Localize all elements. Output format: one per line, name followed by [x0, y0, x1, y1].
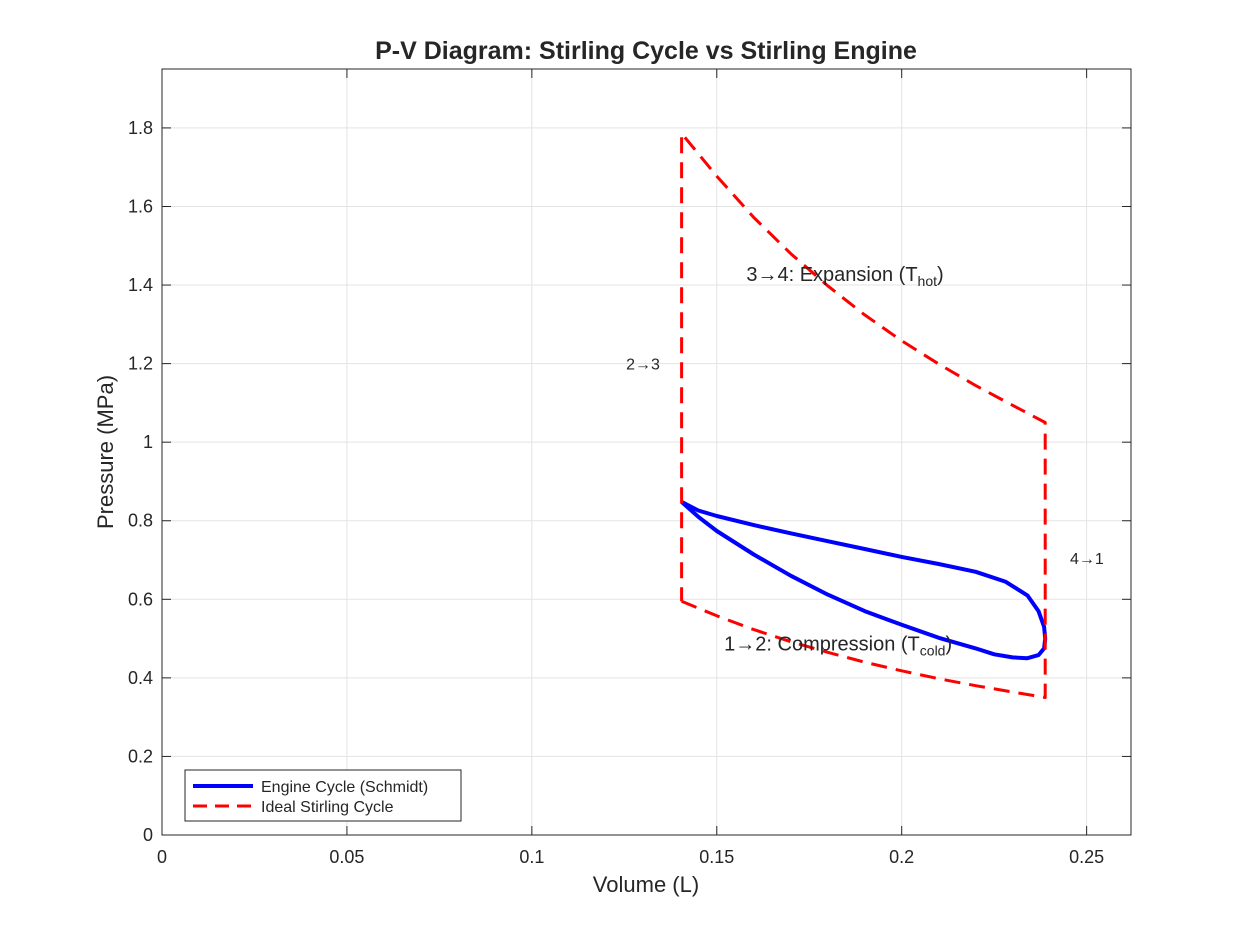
legend: Engine Cycle (Schmidt) Ideal Stirling Cy… [184, 769, 462, 822]
annotation-layer: 3→4: Expansion (Thot)1→2: Compression (T… [626, 264, 1104, 658]
y-tick-label: 0.8 [128, 511, 153, 531]
annotation-text: 2→3 [626, 357, 660, 374]
grid-lines [161, 69, 1131, 836]
annotation-text: 1→2: Compression (T [724, 633, 920, 655]
x-tick-label: 0.2 [889, 847, 914, 867]
y-tick-label: 1.4 [128, 275, 153, 295]
y-tick-label: 0.2 [128, 746, 153, 766]
annotation-text: 4→1 [1070, 551, 1104, 568]
annotation-tail: ) [945, 633, 952, 655]
y-tick-label: 1.2 [128, 354, 153, 374]
annotation-label: 2→3 [626, 357, 660, 374]
axis-ticks: 0 0.05 0.1 0.15 0.2 0.25 0 0.2 0.4 0.6 0.8 1 1.2 1.4 1… [128, 69, 1131, 867]
y-tick-label: 0 [143, 825, 153, 845]
plot-frame [161, 68, 1132, 836]
annotation-label: 3→4: Expansion (Thot) [746, 264, 943, 289]
annotation-subscript: cold [920, 642, 946, 658]
legend-box [184, 769, 462, 822]
annotation-text: 3→4: Expansion (T [746, 264, 917, 286]
x-tick-label: 0.25 [1069, 847, 1104, 867]
legend-label-engine-cycle: Engine Cycle (Schmidt) [261, 779, 428, 796]
y-axis-label: Pressure (MPa) [93, 375, 118, 529]
annotation-label: 4→1 [1070, 551, 1104, 568]
y-tick-label: 0.4 [128, 668, 153, 688]
x-tick-label: 0.1 [519, 847, 544, 867]
plot-area [162, 69, 1131, 835]
y-tick-label: 1.8 [128, 118, 153, 138]
x-axis-label: Volume (L) [593, 872, 699, 897]
annotation-subscript: hot [918, 273, 938, 289]
x-tick-label: 0.15 [699, 847, 734, 867]
series-layer [680, 131, 1048, 699]
y-tick-label: 1 [143, 432, 153, 452]
legend-label-ideal-stirling-cycle: Ideal Stirling Cycle [261, 799, 394, 816]
chart-title: P-V Diagram: Stirling Cycle vs Stirling … [375, 37, 917, 65]
x-tick-label: 0.05 [329, 847, 364, 867]
y-tick-label: 1.6 [128, 196, 153, 216]
annotation-label: 1→2: Compression (Tcold) [724, 633, 952, 658]
x-tick-label: 0 [157, 847, 167, 867]
series-ideal-stirling-cycle-line [680, 131, 1047, 699]
y-tick-label: 0.6 [128, 589, 153, 609]
annotation-tail: ) [937, 264, 944, 286]
